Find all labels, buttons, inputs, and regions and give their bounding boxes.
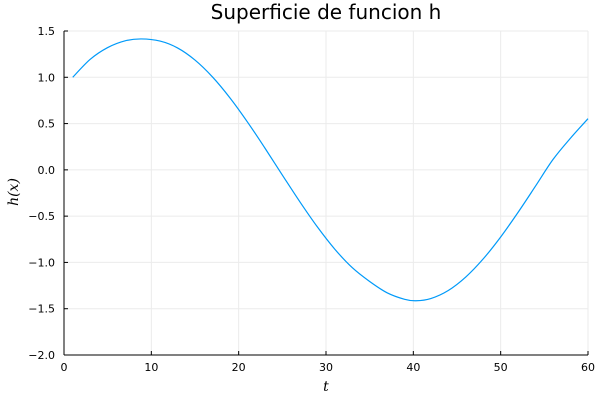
y-tick-label: −2.0 — [28, 349, 55, 362]
x-tick-label: 30 — [319, 361, 333, 374]
tick-labels: 0 10 20 30 40 50 60 1.5 1.0 0.5 0.0 −0.5 −1.0 −1.5 −2.… — [28, 25, 595, 374]
series-line-0 — [72, 38, 589, 302]
y-axis-label: h(x) — [6, 178, 22, 206]
y-tick-label: 0.5 — [38, 118, 56, 131]
x-tick-label: 20 — [232, 361, 246, 374]
x-tick-label: 10 — [144, 361, 158, 374]
series-group — [72, 38, 589, 302]
axes — [63, 30, 589, 356]
x-tick-label: 0 — [61, 361, 68, 374]
grid — [63, 30, 589, 356]
chart-title: Superficie de funcion h — [211, 0, 442, 24]
x-tick-label: 40 — [406, 361, 420, 374]
x-axis-label: t — [323, 379, 329, 395]
y-tick-label: −1.5 — [28, 303, 55, 316]
y-tick-label: 1.5 — [38, 25, 56, 38]
y-tick-label: 1.0 — [38, 71, 56, 84]
y-tick-label: 0.0 — [38, 164, 56, 177]
y-tick-label: −0.5 — [28, 210, 55, 223]
x-tick-label: 60 — [581, 361, 595, 374]
x-tick-label: 50 — [494, 361, 508, 374]
y-tick-label: −1.0 — [28, 256, 55, 269]
